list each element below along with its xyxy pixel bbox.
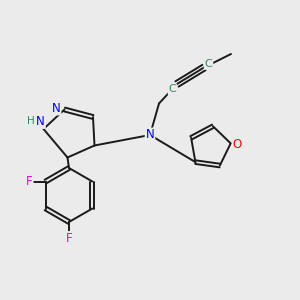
Text: C: C — [205, 59, 212, 69]
Text: O: O — [233, 138, 242, 152]
Text: H: H — [27, 116, 35, 127]
Text: N: N — [36, 115, 45, 128]
Text: N: N — [52, 101, 61, 115]
Text: F: F — [66, 232, 72, 245]
Text: C: C — [169, 84, 176, 94]
Text: F: F — [26, 175, 32, 188]
Text: N: N — [146, 128, 154, 142]
